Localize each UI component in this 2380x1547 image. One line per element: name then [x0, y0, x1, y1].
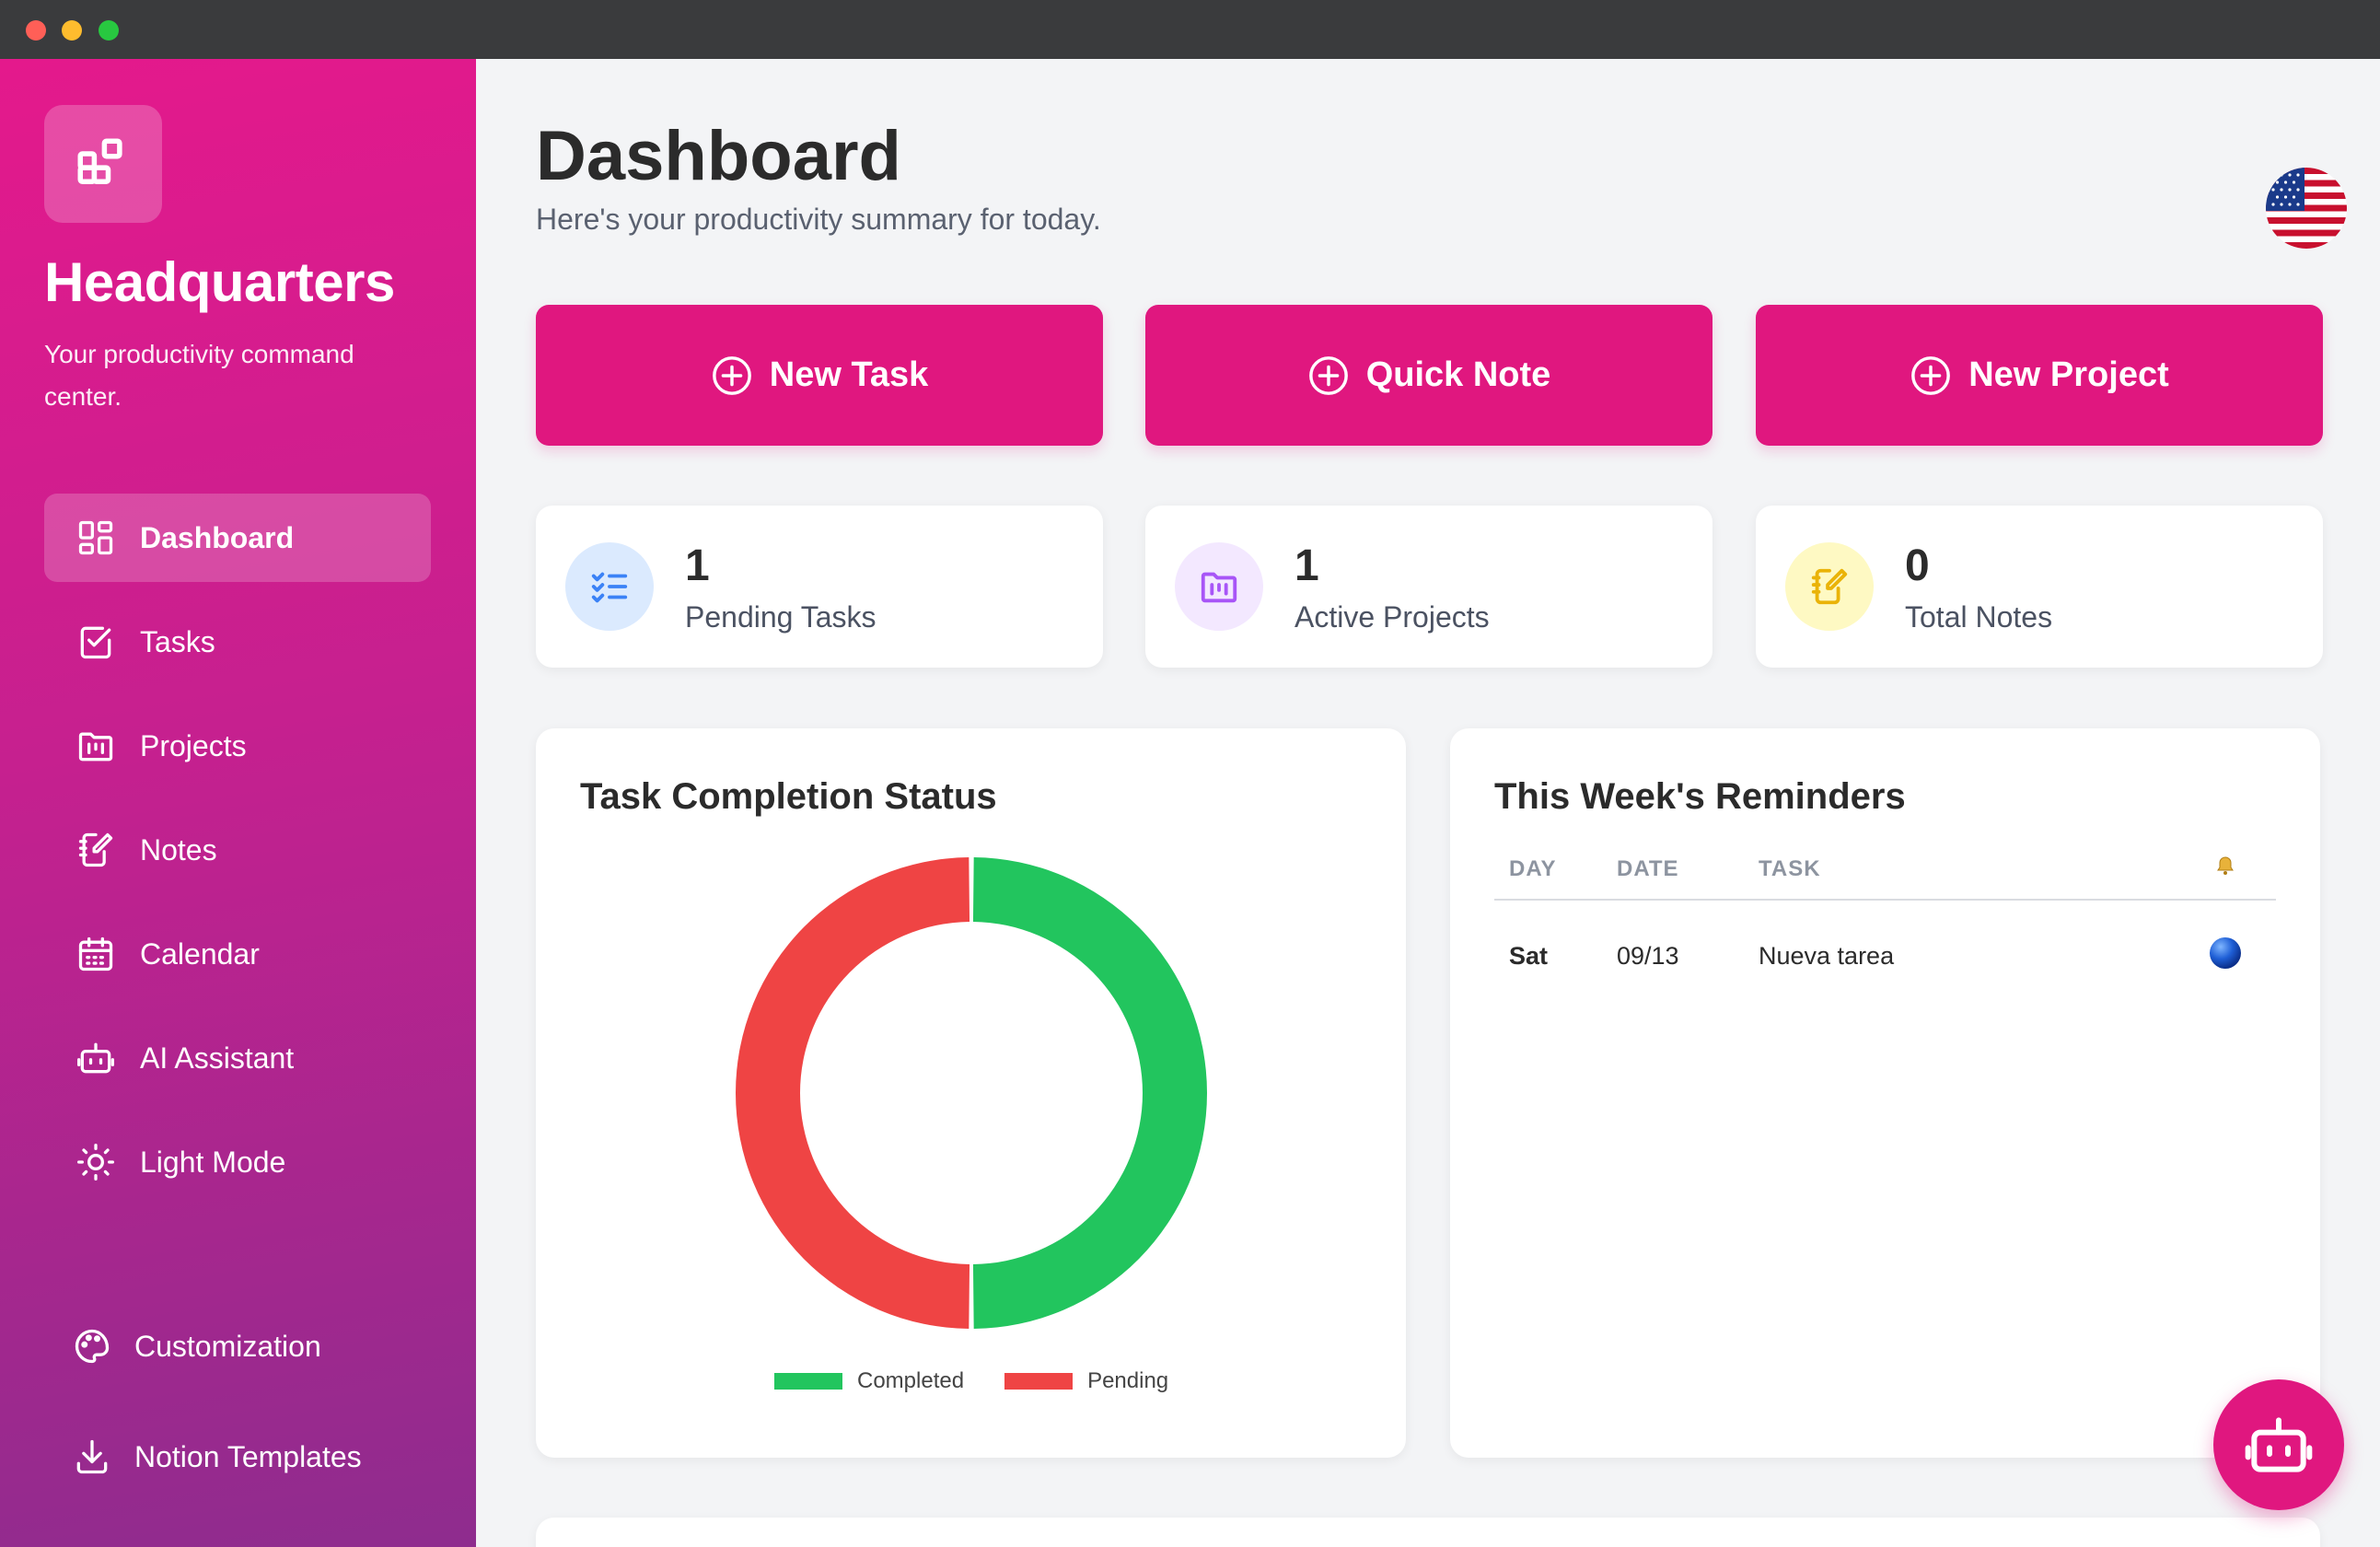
robot-icon [77, 1042, 114, 1074]
sidebar-item-label: Notion Templates [134, 1439, 362, 1473]
stat-icon-wrap [1785, 542, 1874, 631]
sidebar-nav: Dashboard Tasks Projects Notes Cale [44, 494, 431, 1222]
table-row[interactable]: Sat 09/13 Nueva tarea [1494, 900, 2276, 1012]
reminder-date: 09/13 [1617, 942, 1679, 970]
column-header-bell [2175, 839, 2276, 901]
sidebar-item-ai-assistant[interactable]: AI Assistant [44, 1014, 431, 1102]
donut-slice-pending[interactable] [736, 857, 970, 1329]
stat-card-active-projects[interactable]: 1 Active Projects [1145, 506, 1712, 668]
stat-value: 0 [1905, 541, 1930, 590]
column-header-day: DAY [1494, 839, 1617, 901]
ai-assistant-fab[interactable] [2213, 1379, 2344, 1510]
app-logo [44, 105, 162, 223]
task-completion-title: Task Completion Status [580, 776, 997, 817]
download-icon [76, 1439, 108, 1474]
page-subtitle: Here's your productivity summary for tod… [536, 203, 1101, 236]
page-title: Dashboard [536, 117, 901, 195]
list-check-icon [591, 572, 628, 603]
reminders-table: DAY DATE TASK Sat 09/13 Nueva tarea [1494, 839, 2276, 1012]
plus-circle-icon [1308, 355, 1348, 395]
legend-swatch-pending [1004, 1373, 1074, 1390]
close-window-button[interactable] [26, 20, 46, 41]
new-project-label: New Project [1968, 355, 2169, 394]
robot-icon [2245, 1417, 2313, 1472]
next-section-card [536, 1518, 2320, 1547]
column-header-task: TASK [1759, 839, 2175, 901]
sidebar-bottom-nav: Customization Notion Templates [44, 1302, 449, 1501]
stat-card-pending-tasks[interactable]: 1 Pending Tasks [536, 506, 1103, 668]
sidebar-item-label: Notes [140, 832, 217, 867]
stat-label: Total Notes [1905, 600, 2053, 634]
stat-icon-wrap [565, 542, 654, 631]
maximize-window-button[interactable] [99, 20, 119, 41]
sidebar-item-notion-templates[interactable]: Notion Templates [44, 1413, 449, 1501]
table-header-row: DAY DATE TASK [1494, 839, 2276, 901]
sidebar-item-label: Projects [140, 728, 247, 762]
calendar-icon [78, 936, 113, 971]
sidebar-item-dashboard[interactable]: Dashboard [44, 494, 431, 582]
reminder-day: Sat [1509, 942, 1549, 970]
legend-label-pending: Pending [1087, 1368, 1169, 1393]
sidebar: Headquarters Your productivity command c… [0, 59, 476, 1547]
sidebar-item-light-mode[interactable]: Light Mode [44, 1118, 431, 1206]
main-content: Dashboard Here's your productivity summa… [476, 59, 2380, 1547]
stat-label: Pending Tasks [685, 600, 877, 634]
stat-value: 1 [1294, 541, 1319, 590]
task-completion-card: Task Completion Status Completed Pending [536, 728, 1406, 1458]
reminders-card: This Week's Reminders DAY DATE TASK [1450, 728, 2320, 1458]
column-header-date: DATE [1617, 839, 1759, 901]
reminders-title: This Week's Reminders [1494, 776, 1906, 817]
sidebar-item-label: Tasks [140, 624, 215, 658]
checkbox-icon [80, 626, 111, 659]
legend-item-completed[interactable]: Completed [774, 1368, 964, 1394]
reminder-status-cell [2175, 900, 2276, 1012]
legend-swatch-completed [774, 1373, 842, 1390]
sidebar-item-label: Dashboard [140, 520, 295, 554]
quick-note-button[interactable]: Quick Note [1145, 305, 1712, 446]
sidebar-item-projects[interactable]: Projects [44, 702, 431, 790]
sidebar-item-customization[interactable]: Customization [44, 1302, 449, 1390]
stat-icon-wrap [1175, 542, 1263, 631]
dashboard-icon [78, 520, 113, 555]
window-titlebar [0, 0, 2380, 59]
sidebar-item-calendar[interactable]: Calendar [44, 910, 431, 998]
chart-legend: Completed Pending [774, 1368, 1209, 1394]
note-pencil-icon [1811, 568, 1848, 605]
us-flag-icon [2266, 168, 2347, 249]
folder-icon [78, 732, 113, 762]
sun-icon [77, 1144, 114, 1181]
stat-card-total-notes[interactable]: 0 Total Notes [1756, 506, 2323, 668]
notes-icon [78, 832, 113, 867]
new-task-button[interactable]: New Task [536, 305, 1103, 446]
app-logo-icon [77, 138, 122, 184]
plus-circle-icon [712, 355, 751, 395]
reminder-task: Nueva tarea [1759, 942, 1895, 970]
palette-icon [75, 1329, 110, 1364]
task-completion-donut-chart [736, 857, 1207, 1329]
legend-item-pending[interactable]: Pending [1004, 1368, 1168, 1394]
blue-circle-icon [2210, 937, 2241, 969]
quick-note-label: Quick Note [1365, 355, 1551, 394]
sidebar-item-label: Calendar [140, 936, 260, 971]
brand-name: Headquarters [44, 251, 395, 313]
sidebar-item-label: AI Assistant [140, 1041, 295, 1075]
legend-label-completed: Completed [857, 1368, 965, 1393]
folder-chart-icon [1201, 572, 1237, 603]
new-project-button[interactable]: New Project [1756, 305, 2323, 446]
sidebar-item-label: Light Mode [140, 1145, 286, 1179]
bell-icon [2217, 856, 2234, 875]
language-selector[interactable] [2266, 168, 2347, 249]
brand-tagline: Your productivity command center. [44, 340, 354, 411]
stat-value: 1 [685, 541, 710, 590]
sidebar-item-tasks[interactable]: Tasks [44, 598, 431, 686]
stat-label: Active Projects [1294, 600, 1490, 634]
plus-circle-icon [1911, 355, 1951, 395]
sidebar-item-label: Customization [134, 1329, 321, 1363]
minimize-window-button[interactable] [62, 20, 82, 41]
new-task-label: New Task [769, 355, 929, 394]
sidebar-item-notes[interactable]: Notes [44, 806, 431, 894]
donut-slice-completed[interactable] [972, 857, 1207, 1329]
